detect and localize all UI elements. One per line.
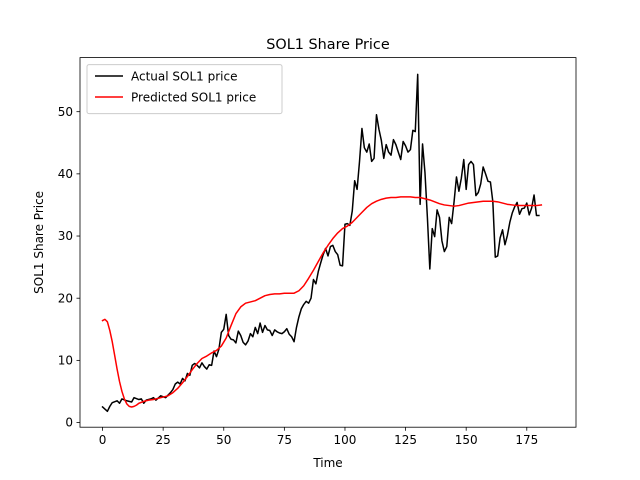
x-tick-label: 150 <box>455 433 478 447</box>
legend: Actual SOL1 price Predicted SOL1 price <box>86 64 283 115</box>
x-tick-label: 25 <box>156 433 171 447</box>
plot-area <box>80 57 576 428</box>
series-line-actual <box>101 73 540 413</box>
y-axis-ticks: 0 10 20 30 40 50 <box>58 105 80 430</box>
x-tick-label: 125 <box>394 433 417 447</box>
x-tick-label: 75 <box>277 433 292 447</box>
x-tick-label: 0 <box>99 433 107 447</box>
axes-frame <box>79 57 577 428</box>
x-tick-label: 100 <box>334 433 357 447</box>
series-line-predicted <box>101 196 543 408</box>
y-tick-label: 40 <box>58 167 73 181</box>
y-tick-label: 50 <box>58 105 73 119</box>
y-axis-label: SOL1 Share Price <box>32 191 46 294</box>
x-axis-ticks: 0 25 50 75 100 125 150 175 <box>99 427 538 447</box>
legend-box <box>86 64 283 115</box>
x-axis-label: Time <box>312 456 342 470</box>
legend-label-actual: Actual SOL1 price <box>131 70 237 84</box>
series-layer <box>101 73 543 413</box>
y-tick-label: 0 <box>65 416 73 430</box>
y-tick-label: 20 <box>58 291 73 305</box>
x-tick-label: 50 <box>216 433 231 447</box>
y-tick-label: 30 <box>58 229 73 243</box>
x-tick-label: 175 <box>515 433 538 447</box>
legend-label-predicted: Predicted SOL1 price <box>131 91 256 105</box>
chart-title: SOL1 Share Price <box>266 37 390 53</box>
y-tick-label: 10 <box>58 354 73 368</box>
